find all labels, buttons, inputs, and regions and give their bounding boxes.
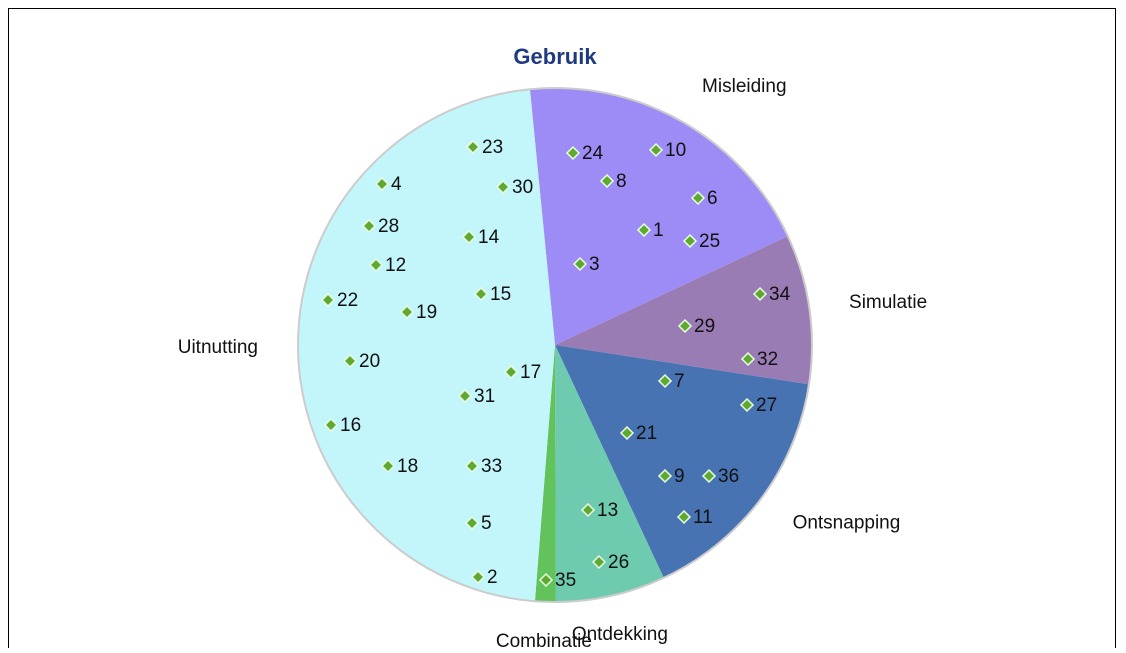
point-marker (752, 286, 768, 302)
point-marker (503, 364, 519, 380)
point-label: 23 (482, 137, 503, 158)
slice-label: Combinatie (496, 631, 592, 648)
point-label: 11 (693, 507, 713, 528)
point-label: 19 (416, 302, 437, 323)
point-label: 28 (378, 216, 399, 237)
point-label: 36 (718, 466, 739, 487)
point-marker (361, 218, 377, 234)
point-label: 25 (699, 231, 720, 252)
point-marker (374, 176, 390, 192)
point-marker (599, 173, 615, 189)
point-marker (677, 318, 693, 334)
point-marker (538, 572, 554, 588)
point-label: 27 (756, 395, 777, 416)
point-label: 6 (707, 188, 718, 209)
slice-label: Ontsnapping (793, 512, 901, 533)
point-marker (461, 229, 477, 245)
point-marker (648, 142, 664, 158)
point-label: 14 (478, 227, 500, 248)
point-marker (690, 190, 706, 206)
point-label: 9 (674, 466, 685, 487)
pie-slice (555, 236, 812, 385)
point-marker (470, 569, 486, 585)
point-marker (676, 509, 692, 525)
point-marker (464, 515, 480, 531)
point-label: 1 (653, 220, 664, 241)
point-marker (465, 139, 481, 155)
slice-label: Simulatie (849, 292, 927, 313)
pie-slice (534, 345, 556, 602)
point-marker (323, 417, 339, 433)
point-marker (657, 468, 673, 484)
pie-slice (555, 345, 664, 602)
point-marker (399, 304, 415, 320)
point-marker (619, 425, 635, 441)
slice-label: Uitnutting (178, 337, 258, 358)
point-label: 22 (337, 290, 358, 311)
point-label: 33 (481, 456, 502, 477)
point-label: 3 (589, 254, 600, 275)
point-marker (580, 502, 596, 518)
point-marker (342, 353, 358, 369)
chart-title: Gebruik (513, 44, 597, 69)
point-label: 34 (769, 284, 791, 305)
point-label: 10 (665, 140, 686, 161)
point-label: 26 (608, 552, 629, 573)
point-label: 15 (490, 284, 511, 305)
point-label: 2 (487, 567, 498, 588)
point-label: 29 (694, 316, 715, 337)
point-label: 20 (359, 351, 380, 372)
slice-label: Misleiding (702, 76, 786, 97)
point-label: 31 (474, 386, 495, 407)
point-label: 35 (555, 570, 576, 591)
point-label: 18 (397, 456, 418, 477)
point-marker (457, 388, 473, 404)
point-label: 21 (636, 423, 657, 444)
point-label: 17 (520, 362, 541, 383)
point-marker (739, 397, 755, 413)
point-label: 13 (597, 500, 618, 521)
point-marker (495, 179, 511, 195)
slice-label: Ontdekking (572, 624, 668, 645)
point-marker (565, 145, 581, 161)
point-label: 4 (391, 174, 402, 195)
point-marker (464, 458, 480, 474)
point-marker (591, 554, 607, 570)
pie-slice (529, 88, 788, 345)
point-label: 12 (385, 255, 406, 276)
point-marker (701, 468, 717, 484)
point-label: 7 (674, 371, 685, 392)
point-label: 30 (512, 177, 533, 198)
point-label: 16 (340, 415, 361, 436)
pie-outline (297, 87, 813, 603)
point-label: 32 (757, 349, 778, 370)
frame (8, 8, 1116, 653)
point-marker (380, 458, 396, 474)
point-marker (368, 257, 384, 273)
point-marker (657, 373, 673, 389)
point-marker (320, 292, 336, 308)
point-label: 5 (481, 513, 492, 534)
point-marker (636, 222, 652, 238)
point-label: 24 (582, 143, 604, 164)
point-label: 8 (616, 171, 627, 192)
point-marker (572, 256, 588, 272)
point-marker (473, 286, 489, 302)
point-marker (682, 233, 698, 249)
point-marker (740, 351, 756, 367)
pie-slice (297, 89, 555, 602)
